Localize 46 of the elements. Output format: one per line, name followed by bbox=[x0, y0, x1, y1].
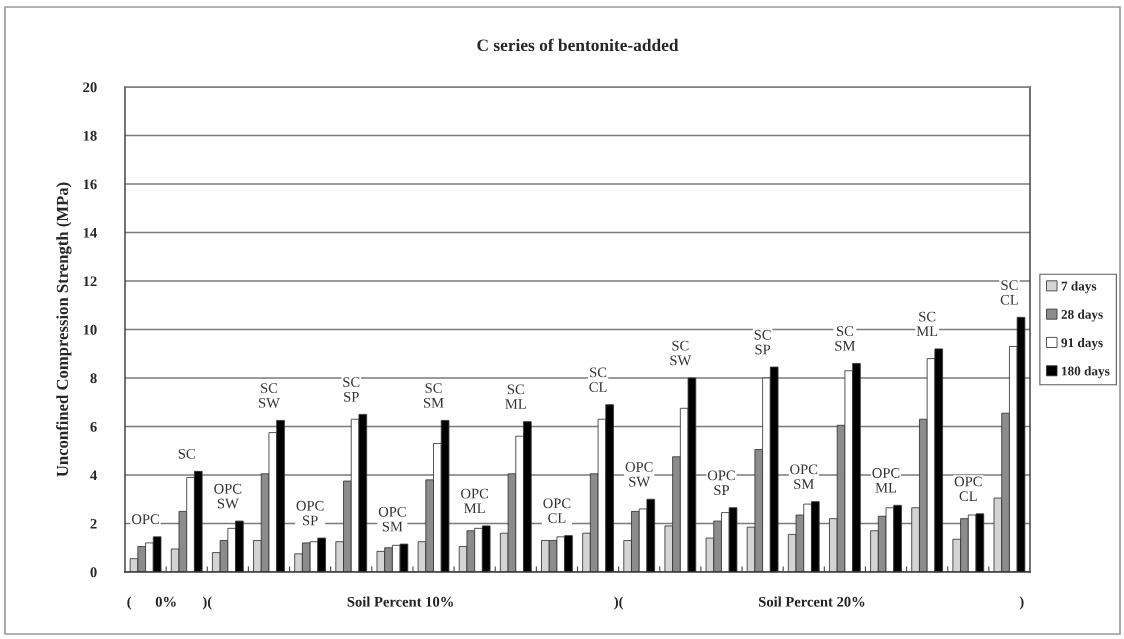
text: )( bbox=[202, 596, 212, 610]
x-tick-label: OPC ML bbox=[872, 468, 900, 493]
text: Soil Percent 10% bbox=[347, 596, 453, 607]
y-tick-label: 12 bbox=[83, 276, 97, 287]
y-tick-label: 14 bbox=[83, 227, 97, 238]
text: Soil Percent 20% bbox=[759, 596, 865, 607]
y-tick-label: 10 bbox=[83, 324, 97, 335]
x-tick-label: SC SM bbox=[835, 326, 855, 351]
legend-label: 91 days bbox=[1061, 337, 1103, 350]
text: 0% bbox=[155, 596, 176, 607]
y-tick-label: 4 bbox=[90, 470, 97, 481]
x-tick-label: OPC SP bbox=[296, 500, 324, 526]
x-tick-label: SC SP bbox=[343, 377, 360, 402]
text: ) bbox=[1019, 596, 1024, 610]
legend-label: 180 days bbox=[1062, 366, 1110, 379]
y-tick-label: 16 bbox=[83, 179, 97, 190]
text: ( bbox=[127, 596, 132, 610]
y-tick-label: 18 bbox=[83, 130, 97, 141]
x-tick-label: OPC SW bbox=[214, 483, 242, 509]
x-tick-label: OPC CL bbox=[954, 476, 982, 502]
x-tick-label: OPC SW bbox=[625, 462, 653, 487]
x-tick-label: SC SM bbox=[423, 383, 444, 408]
x-tick-label: OPC bbox=[131, 514, 159, 525]
legend-label: 7 days bbox=[1061, 281, 1097, 294]
x-tick-label: SC ML bbox=[916, 311, 938, 337]
x-tick-label: SC ML bbox=[505, 384, 526, 409]
text: )( bbox=[614, 596, 624, 610]
x-tick-label: OPC SM bbox=[790, 464, 818, 489]
x-tick-label: SC SW bbox=[670, 340, 692, 366]
x-tick-label: OPC CL bbox=[543, 498, 571, 523]
y-tick-label: 0 bbox=[90, 567, 97, 578]
x-tick-label: OPC SP bbox=[707, 470, 735, 496]
x-tick-label: SC SW bbox=[259, 383, 280, 408]
y-axis-title: Unconfined Compression Strength (MPa) bbox=[56, 182, 72, 477]
x-tick-label: SC bbox=[178, 448, 195, 459]
y-tick-label: 20 bbox=[83, 82, 97, 93]
x-tick-label: SC CL bbox=[589, 367, 607, 392]
legend-label: 28 days bbox=[1061, 309, 1103, 322]
chart-title: C series of bentonite-added bbox=[477, 38, 679, 52]
y-tick-label: 8 bbox=[90, 373, 97, 384]
y-tick-label: 6 bbox=[90, 421, 97, 432]
x-tick-label: OPC ML bbox=[461, 488, 489, 514]
x-tick-label: SC SP bbox=[754, 329, 771, 355]
x-tick-label: OPC SM bbox=[378, 506, 406, 532]
x-tick-label: SC CL bbox=[1000, 280, 1018, 305]
y-tick-label: 2 bbox=[90, 518, 97, 529]
